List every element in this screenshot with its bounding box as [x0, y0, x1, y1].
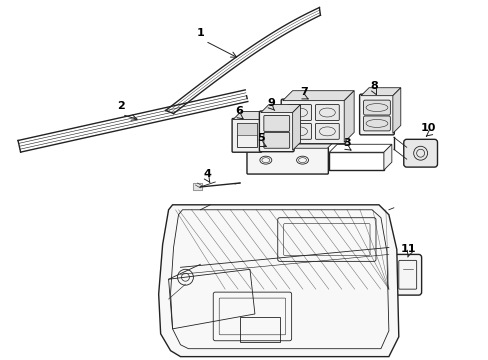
FancyBboxPatch shape	[315, 105, 339, 121]
Polygon shape	[247, 140, 335, 148]
FancyBboxPatch shape	[359, 94, 393, 135]
FancyBboxPatch shape	[287, 123, 311, 139]
FancyBboxPatch shape	[259, 111, 293, 152]
Bar	[240, 317, 279, 342]
Text: 4: 4	[203, 169, 211, 179]
Text: 8: 8	[369, 81, 377, 91]
Text: 10: 10	[420, 123, 435, 134]
Text: 6: 6	[235, 105, 243, 116]
Polygon shape	[292, 105, 300, 150]
Polygon shape	[383, 144, 391, 170]
FancyBboxPatch shape	[246, 147, 327, 174]
Text: 9: 9	[267, 98, 275, 108]
FancyBboxPatch shape	[281, 99, 345, 144]
Polygon shape	[282, 91, 353, 100]
FancyBboxPatch shape	[403, 139, 437, 167]
Polygon shape	[360, 88, 400, 96]
Polygon shape	[328, 144, 391, 152]
Polygon shape	[260, 105, 300, 113]
FancyBboxPatch shape	[315, 123, 339, 139]
FancyBboxPatch shape	[287, 105, 311, 121]
Polygon shape	[158, 205, 398, 357]
Bar	[328, 152, 383, 170]
Polygon shape	[233, 112, 268, 120]
Polygon shape	[392, 88, 400, 133]
Text: 2: 2	[117, 100, 124, 111]
FancyBboxPatch shape	[393, 255, 421, 295]
Bar	[237, 123, 256, 147]
FancyBboxPatch shape	[232, 118, 262, 152]
FancyBboxPatch shape	[363, 100, 389, 115]
FancyBboxPatch shape	[264, 116, 289, 131]
Text: 3: 3	[343, 138, 350, 148]
Polygon shape	[193, 183, 202, 190]
Text: 5: 5	[257, 133, 264, 143]
Text: 11: 11	[400, 244, 416, 255]
Text: 7: 7	[300, 87, 308, 97]
FancyBboxPatch shape	[264, 132, 289, 148]
FancyBboxPatch shape	[363, 116, 389, 131]
Bar	[193, 183, 202, 190]
Polygon shape	[344, 91, 353, 142]
Text: 1: 1	[196, 28, 204, 38]
Bar	[237, 123, 256, 135]
